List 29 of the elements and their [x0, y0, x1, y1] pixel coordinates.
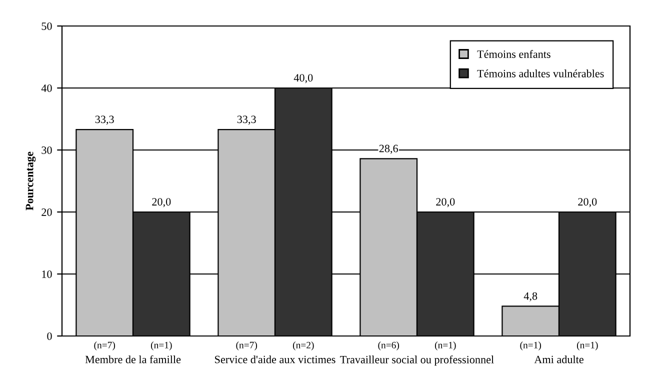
x-tick-label: Travailleur social ou professionnel: [340, 355, 494, 366]
y-tick-label: 0: [47, 332, 52, 340]
data-label: 28,6: [379, 144, 398, 154]
text: (n=7): [236, 342, 258, 350]
legend-label: Témoins enfants: [477, 50, 550, 58]
y-tick-label: 10: [42, 270, 52, 278]
text: (n=7): [94, 342, 116, 350]
x-tick-label: Service d'aide aux victimes: [215, 355, 336, 364]
data-label: 40,0: [294, 74, 313, 84]
text: (n=1): [576, 342, 598, 350]
y-tick-label: 50: [42, 22, 52, 30]
data-label: 20,0: [436, 198, 455, 208]
text: (n=2): [292, 342, 314, 350]
data-label: 20,0: [152, 198, 171, 208]
y-axis-title: Pourcentage: [26, 152, 36, 210]
data-label: 33,3: [237, 116, 256, 125]
text: (n=6): [378, 342, 400, 350]
x-tick-label: Ami adulte: [534, 355, 584, 364]
text: (n=1): [520, 342, 542, 350]
x-tick-label: Membre de la famille: [85, 355, 181, 364]
text: (n=1): [150, 342, 172, 350]
y-tick-label: 30: [42, 146, 52, 154]
y-tick-label: 20: [42, 208, 52, 216]
legend-label: Témoins adultes vulnérables: [477, 69, 604, 78]
data-label: 4,8: [524, 292, 538, 302]
y-tick-label: 40: [41, 84, 52, 92]
data-label: 33,3: [95, 116, 114, 125]
text: (n=1): [434, 342, 456, 350]
data-label: 20,0: [578, 198, 597, 208]
